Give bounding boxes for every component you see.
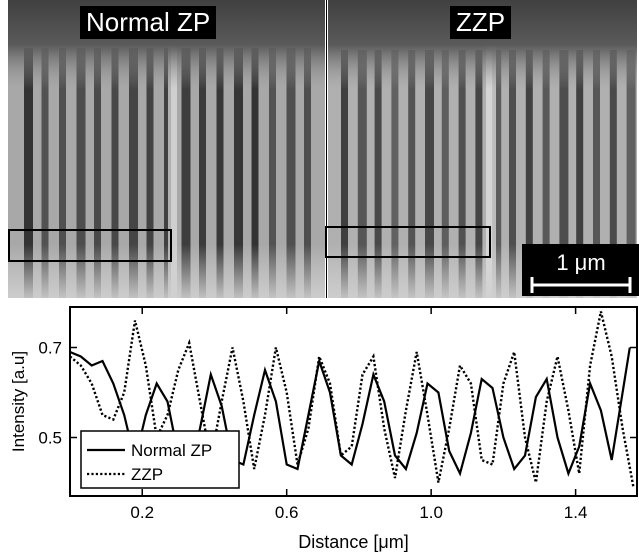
zzp-label: ZZP xyxy=(450,6,512,39)
series-line-zzp xyxy=(69,311,635,488)
zzp-profile-roi xyxy=(325,226,491,258)
scale-bar: 1 μm xyxy=(522,244,639,296)
legend-label: ZZP xyxy=(131,465,163,484)
legend-box xyxy=(80,430,240,489)
plot-axes-frame xyxy=(69,306,638,497)
normal-zp-profile-roi xyxy=(8,229,172,262)
normal-zp-label: Normal ZP xyxy=(80,6,217,39)
intensity-plot: 0.2 0.6 1.0 1.4 0.5 0.7 Distance [μm] Intensi… xyxy=(0,300,639,552)
series-line-normal-zp xyxy=(69,347,631,477)
intensity-chart: 0.2 0.6 1.0 1.4 0.5 0.7 Distance [μm] Intensi… xyxy=(9,306,638,552)
y-tick-label: 0.5 xyxy=(38,429,62,448)
x-tick-label: 0.6 xyxy=(275,503,299,522)
y-tick-label: 0.7 xyxy=(38,339,62,358)
legend-label: Normal ZP xyxy=(131,441,212,460)
x-tick-label: 1.4 xyxy=(564,503,588,522)
scale-bar-label: 1 μm xyxy=(556,250,606,275)
chart-legend: Normal ZP ZZP xyxy=(80,430,240,489)
x-tick-label: 0.2 xyxy=(130,503,154,522)
x-tick-label: 1.0 xyxy=(419,503,443,522)
y-axis-label: Intensity [a.u] xyxy=(9,351,28,452)
micrograph-panels: Normal ZP ZZP 1 μm xyxy=(8,0,639,298)
x-axis-label: Distance [μm] xyxy=(298,532,408,552)
